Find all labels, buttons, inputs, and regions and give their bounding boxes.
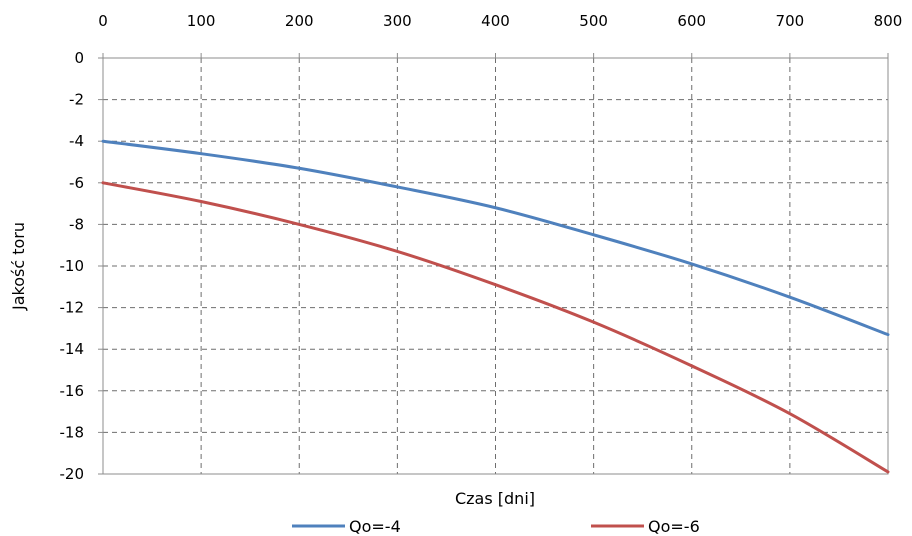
grid-lines <box>103 58 888 474</box>
x-tick-label: 100 <box>187 12 216 30</box>
y-tick-label: -6 <box>69 174 84 192</box>
legend-label-qo-4: Qo=-4 <box>349 517 401 536</box>
x-axis-ticks: 0 100 200 300 400 500 600 700 800 <box>98 12 902 58</box>
x-tick-label: 300 <box>383 12 412 30</box>
y-tick-label: -18 <box>60 423 85 441</box>
x-tick-label: 200 <box>285 12 314 30</box>
y-tick-label: 0 <box>74 49 84 67</box>
x-tick-label: 500 <box>579 12 608 30</box>
x-tick-label: 700 <box>776 12 805 30</box>
x-tick-label: 600 <box>677 12 706 30</box>
series-line-qo-6 <box>101 181 890 474</box>
x-axis-title: Czas [dni] <box>455 489 535 508</box>
legend-label-qo-6: Qo=-6 <box>648 517 700 536</box>
series-lines <box>101 139 890 474</box>
y-tick-label: -14 <box>60 340 85 358</box>
x-tick-label: 0 <box>98 12 108 30</box>
y-axis-title: Jakość toru <box>9 222 28 311</box>
y-tick-label: -4 <box>69 132 84 150</box>
y-axis-ticks: 0 -2 -4 -6 -8 -10 -12 -14 -16 -18 -20 <box>60 49 103 483</box>
series-line-qo-4 <box>101 139 890 337</box>
x-tick-label: 400 <box>481 12 510 30</box>
y-tick-label: -10 <box>60 257 85 275</box>
y-tick-label: -8 <box>69 215 84 233</box>
legend: Qo=-4 Qo=-6 <box>292 517 700 536</box>
y-tick-label: -12 <box>60 299 85 317</box>
y-tick-label: -2 <box>69 91 84 109</box>
x-tick-label: 800 <box>874 12 903 30</box>
y-tick-label: -16 <box>60 382 85 400</box>
y-tick-label: -20 <box>60 465 85 483</box>
